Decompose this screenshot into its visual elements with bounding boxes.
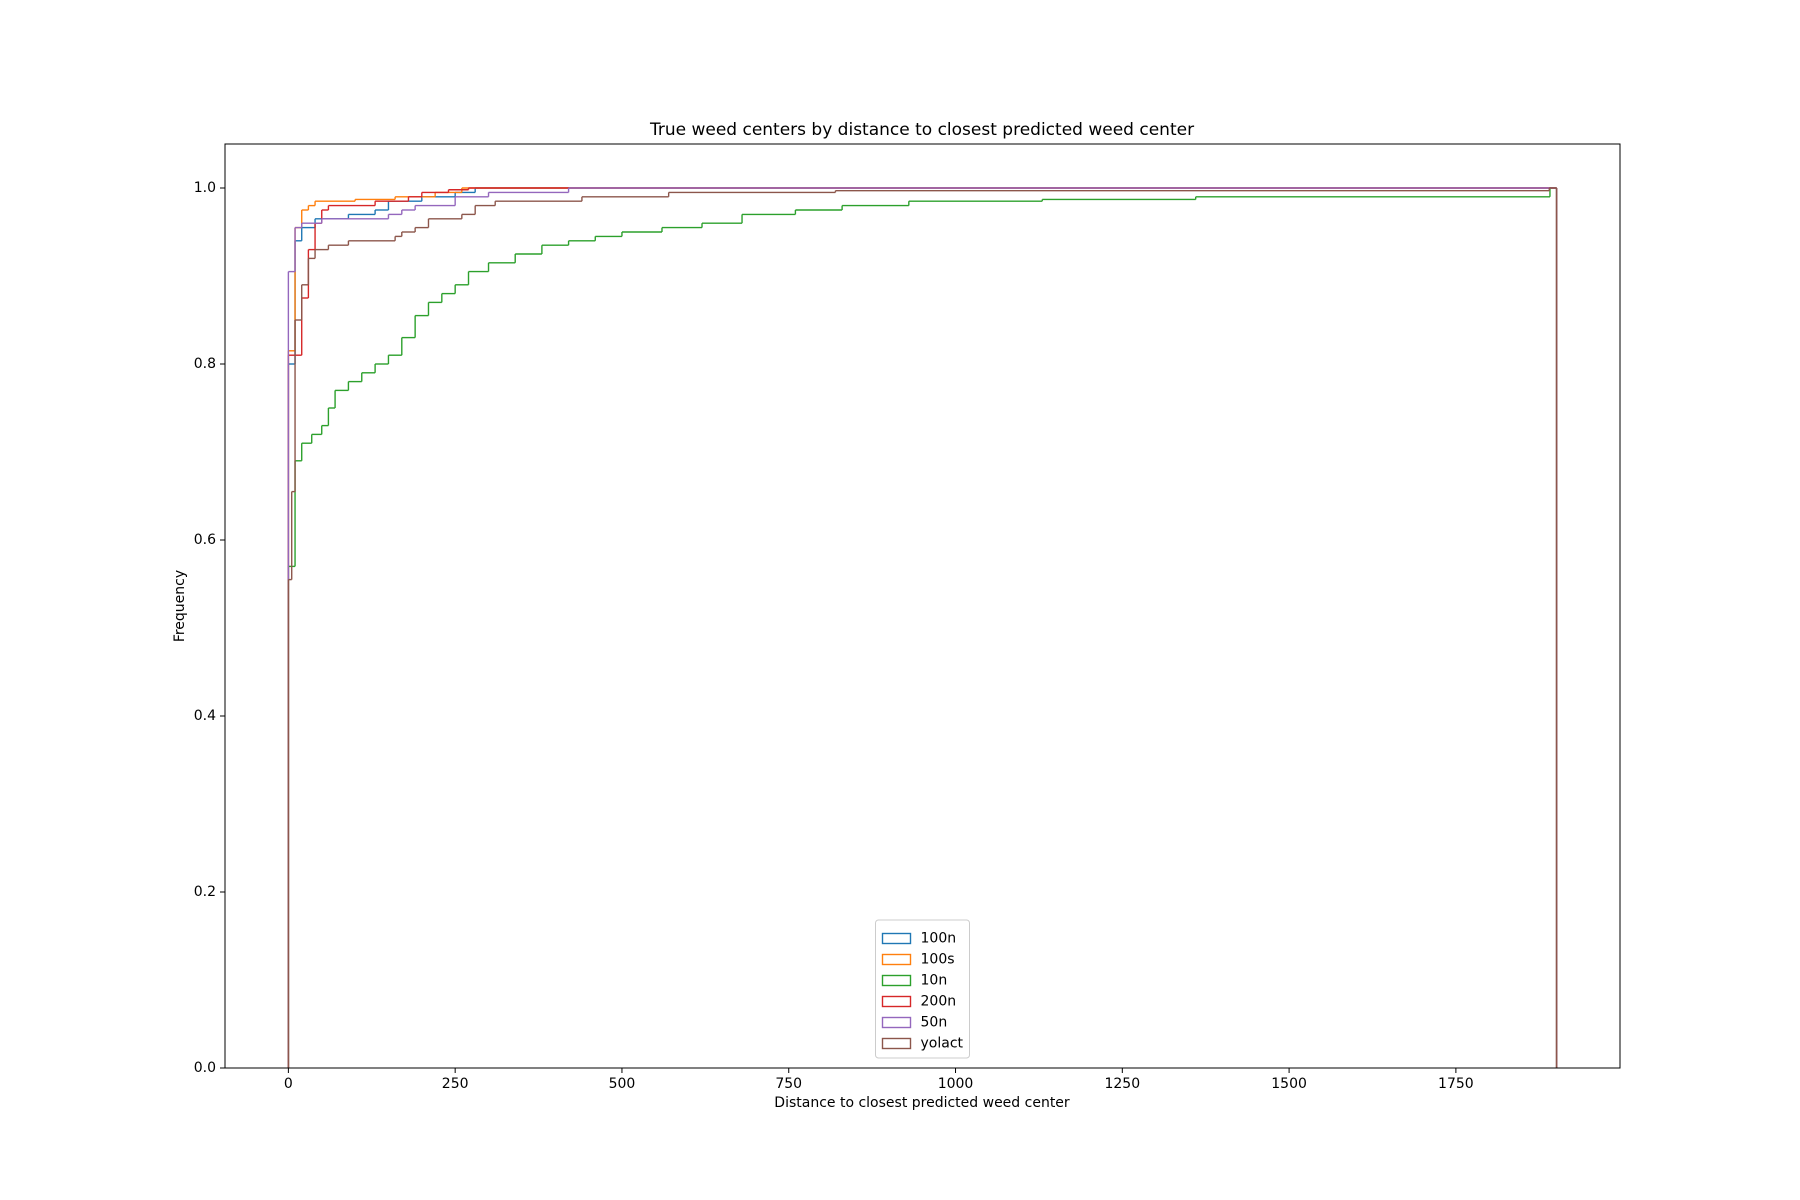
x-tick-label: 1000	[938, 1076, 974, 1092]
legend-label: 100n	[921, 931, 957, 947]
legend-swatch	[881, 974, 912, 987]
x-tick-label: 500	[609, 1076, 636, 1092]
chart-title: True weed centers by distance to closest…	[649, 120, 1194, 140]
x-tick-label: 1250	[1104, 1076, 1140, 1092]
x-tick-label: 250	[442, 1076, 469, 1092]
legend-label: 10n	[921, 973, 948, 989]
x-tick-label: 0	[284, 1076, 293, 1092]
legend-swatch	[881, 953, 912, 966]
legend-label: 100s	[921, 952, 955, 968]
legend-swatch	[881, 995, 912, 1008]
legend-label: 200n	[921, 994, 957, 1010]
y-tick-label: 0.2	[194, 884, 216, 900]
y-tick-label: 1.0	[194, 180, 216, 196]
y-tick-label: 0.6	[194, 532, 216, 548]
x-tick-label: 1750	[1438, 1076, 1474, 1092]
legend-swatch	[881, 932, 912, 945]
y-axis-label: Frequency	[172, 570, 188, 642]
legend-label: 50n	[921, 1015, 948, 1031]
x-tick-label: 750	[775, 1076, 802, 1092]
legend-swatch	[881, 1016, 912, 1029]
plot-frame	[224, 143, 1621, 1069]
x-tick-label: 1500	[1271, 1076, 1307, 1092]
series	[287, 187, 1558, 1068]
y-tick-label: 0.8	[194, 356, 216, 372]
x-axis-label: Distance to closest predicted weed cente…	[774, 1095, 1070, 1111]
y-tick-label: 0.0	[194, 1060, 216, 1076]
legend-swatch	[881, 1037, 912, 1050]
legend-label: yolact	[921, 1036, 964, 1052]
y-tick-label: 0.4	[194, 708, 216, 724]
